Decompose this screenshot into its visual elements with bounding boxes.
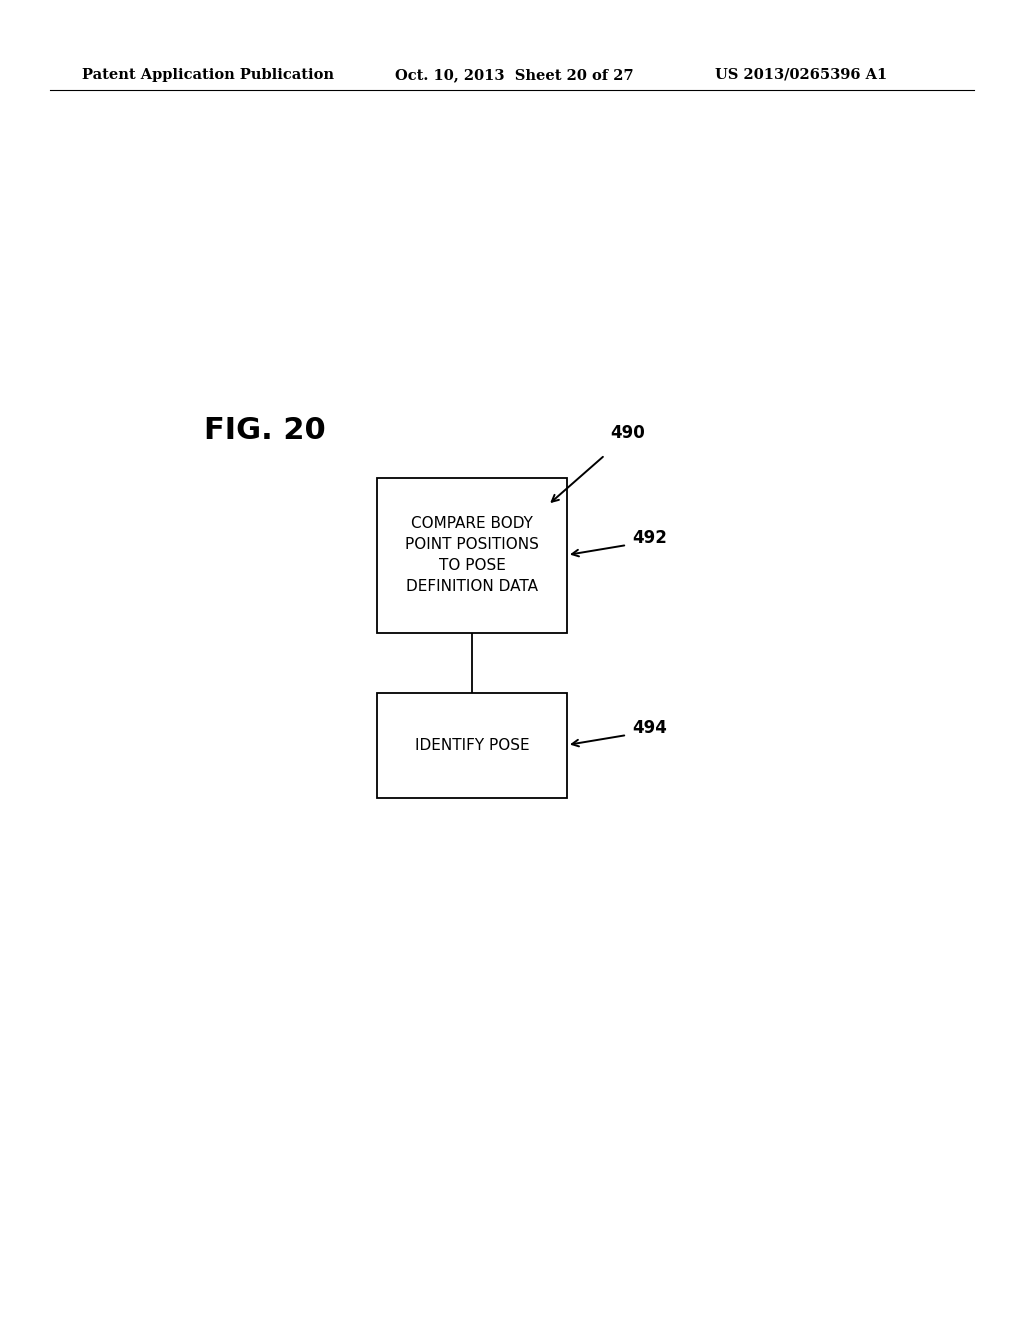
Bar: [377, 693, 567, 797]
Text: 494: 494: [632, 719, 667, 737]
Text: Oct. 10, 2013  Sheet 20 of 27: Oct. 10, 2013 Sheet 20 of 27: [395, 69, 634, 82]
Text: 490: 490: [610, 424, 645, 442]
Text: Patent Application Publication: Patent Application Publication: [82, 69, 334, 82]
Text: 492: 492: [632, 529, 667, 546]
Text: IDENTIFY POSE: IDENTIFY POSE: [415, 738, 529, 752]
Bar: [377, 478, 567, 632]
Text: FIG. 20: FIG. 20: [204, 416, 326, 445]
Text: US 2013/0265396 A1: US 2013/0265396 A1: [715, 69, 887, 82]
Text: COMPARE BODY
POINT POSITIONS
TO POSE
DEFINITION DATA: COMPARE BODY POINT POSITIONS TO POSE DEF…: [406, 516, 539, 594]
